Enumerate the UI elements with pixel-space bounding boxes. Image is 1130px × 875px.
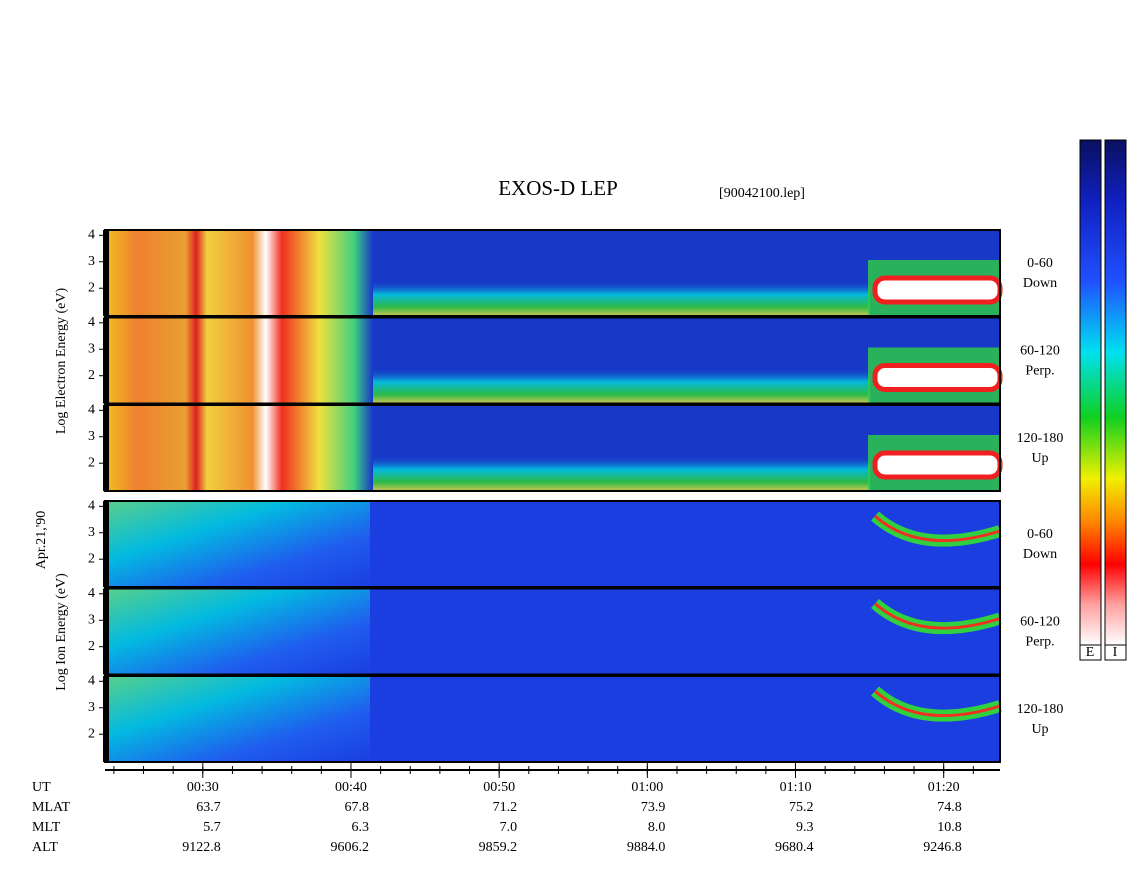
ephemeris-value: 67.8 — [344, 800, 369, 815]
y-tick-label: 4 — [88, 674, 95, 689]
channel-direction: Perp. — [1025, 364, 1054, 379]
x-tick-label: 01:00 — [631, 780, 663, 795]
y-tick-label: 2 — [88, 639, 95, 654]
x-tick-label: 01:10 — [780, 780, 812, 795]
spectrum-band — [373, 455, 870, 491]
y-tick-label: 3 — [88, 429, 95, 444]
spectrum-band — [373, 367, 870, 404]
ephemeris-name: ALT — [32, 840, 58, 855]
spectrum-streak — [874, 689, 1001, 718]
spectrum-hot — [105, 317, 373, 404]
channel-range: 0-60 — [1027, 527, 1053, 542]
ephemeris-value: 74.8 — [937, 800, 962, 815]
y-tick-label: 2 — [88, 368, 95, 383]
spectrum-streak — [874, 602, 1001, 630]
panel-frame — [104, 587, 1001, 676]
ephemeris-value: 9246.8 — [923, 840, 962, 855]
ephemeris-value: 8.0 — [648, 820, 666, 835]
spectrum-hot — [105, 588, 370, 675]
channel-direction: Up — [1031, 451, 1048, 466]
y-tick-label: 4 — [88, 228, 95, 243]
x-axis-label: UT — [32, 780, 51, 795]
colorbar — [1104, 139, 1127, 646]
channel-direction: Perp. — [1025, 635, 1054, 650]
y-tick-label: 3 — [88, 700, 95, 715]
spectrum-hot — [105, 230, 373, 316]
y-tick-label: 4 — [88, 586, 95, 601]
y-tick-label: 2 — [88, 726, 95, 741]
x-tick-label: 00:40 — [335, 780, 367, 795]
x-tick-label: 00:30 — [187, 780, 219, 795]
colorbar — [1079, 139, 1102, 646]
ephemeris-value: 9606.2 — [330, 840, 369, 855]
panel-frame — [104, 500, 1001, 588]
ephemeris-value: 10.8 — [937, 820, 962, 835]
spectrum-core — [872, 275, 1003, 305]
y-axis-label: Log Electron Energy (eV) — [54, 288, 69, 435]
y-tick-label: 3 — [88, 525, 95, 540]
ephemeris-value: 9122.8 — [182, 840, 221, 855]
ephemeris-value: 71.2 — [493, 800, 518, 815]
title: EXOS-D LEP — [498, 176, 618, 200]
y-tick-label: 3 — [88, 612, 95, 627]
x-tick-label: 00:50 — [483, 780, 515, 795]
y-tick-label: 4 — [88, 403, 95, 418]
ephemeris-value: 6.3 — [351, 820, 369, 835]
y-tick-label: 3 — [88, 254, 95, 269]
channel-range: 0-60 — [1027, 256, 1053, 271]
panel-frame — [104, 404, 1001, 492]
channel-direction: Down — [1023, 547, 1057, 562]
ephemeris-name: MLAT — [32, 800, 71, 815]
y-tick-label: 4 — [88, 499, 95, 514]
channel-range: 120-180 — [1017, 431, 1064, 446]
channel-direction: Up — [1031, 722, 1048, 737]
ephemeris-value: 9859.2 — [479, 840, 518, 855]
channel-direction: Down — [1023, 276, 1057, 291]
colorbar-label: I — [1113, 645, 1118, 660]
panel-frame — [104, 229, 1001, 317]
y-tick-label: 4 — [88, 315, 95, 330]
y-tick-label: 2 — [88, 455, 95, 470]
channel-range: 120-180 — [1017, 702, 1064, 717]
ephemeris-name: MLT — [32, 820, 61, 835]
channel-range: 60-120 — [1020, 344, 1060, 359]
spectrum-hot — [105, 405, 373, 491]
date-label: Apr.21,'90 — [34, 511, 49, 570]
ephemeris-value: 63.7 — [196, 800, 221, 815]
panel-frame — [104, 675, 1001, 763]
x-tick-label: 01:20 — [928, 780, 960, 795]
y-tick-label: 2 — [88, 280, 95, 295]
ephemeris-value: 9.3 — [796, 820, 814, 835]
spectrum-hot — [105, 676, 370, 762]
ephemeris-value: 7.0 — [500, 820, 518, 835]
spectrum-core — [872, 450, 1003, 480]
ephemeris-value: 75.2 — [789, 800, 814, 815]
panel-frame — [104, 316, 1001, 405]
channel-range: 60-120 — [1020, 615, 1060, 630]
ephemeris-value: 9680.4 — [775, 840, 814, 855]
ephemeris-value: 73.9 — [641, 800, 666, 815]
ephemeris-value: 9884.0 — [627, 840, 666, 855]
y-axis-label: Log Ion Energy (eV) — [54, 573, 69, 691]
subtitle: [90042100.lep] — [719, 186, 805, 201]
colorbar-label-box — [1079, 644, 1102, 661]
spectrum-band — [373, 280, 870, 316]
spectrum-hot — [105, 501, 370, 587]
y-tick-label: 2 — [88, 551, 95, 566]
ephemeris-value: 5.7 — [203, 820, 221, 835]
y-tick-label: 3 — [88, 341, 95, 356]
spectrum-streak — [874, 514, 1001, 543]
colorbar-label-box — [1104, 644, 1127, 661]
colorbar-label: E — [1086, 645, 1095, 660]
spectrum-core — [872, 363, 1003, 392]
